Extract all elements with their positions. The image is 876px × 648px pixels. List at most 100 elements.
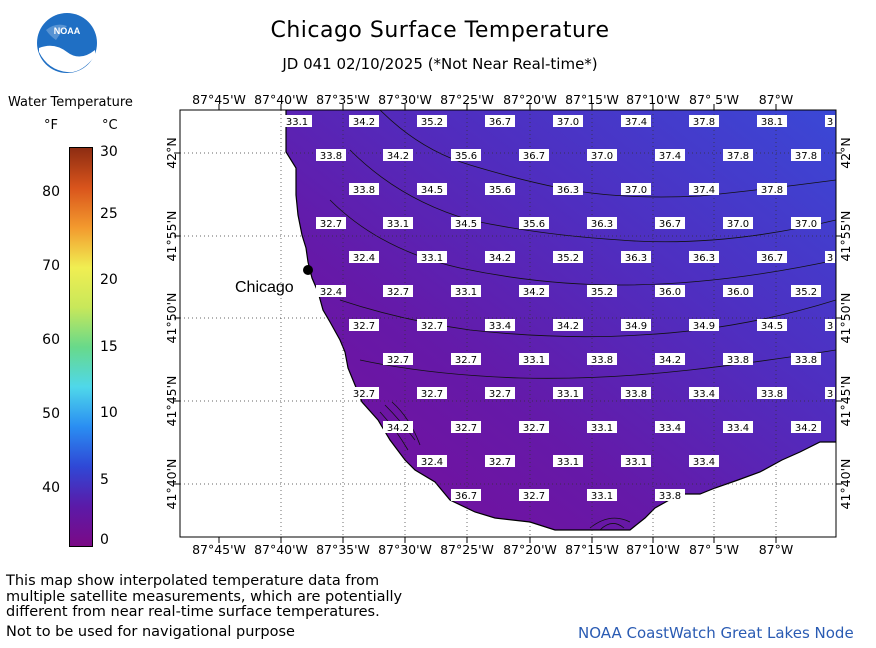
temperature-value: 37.0 [591, 151, 613, 162]
temperature-label-bg [383, 149, 413, 161]
temperature-value: 3 [827, 389, 833, 400]
temperature-label-bg [655, 285, 685, 297]
longitude-label: 87°35'W [316, 542, 370, 557]
temperature-label-bg [791, 149, 821, 161]
latitude-label: 42°N [164, 137, 179, 169]
temperature-value: 34.5 [421, 185, 443, 196]
temperature-value: 34.2 [557, 321, 579, 332]
temperature-label-bg [825, 387, 835, 399]
temperature-label-bg [485, 183, 515, 195]
temperature-label-bg [349, 319, 379, 331]
temperature-label-bg [757, 251, 787, 263]
temperature-label-bg [689, 115, 719, 127]
temperature-label-bg [655, 353, 685, 365]
temperature-value: 34.5 [761, 321, 783, 332]
temperature-value: 34.2 [387, 423, 409, 434]
longitude-label: 87° 5'W [689, 92, 739, 107]
temperature-value: 37.0 [795, 219, 817, 230]
temperature-label-bg [485, 251, 515, 263]
longitude-label: 87°10'W [626, 92, 680, 107]
temperature-label-bg [723, 421, 753, 433]
temperature-label-bg [349, 183, 379, 195]
latitude-label: 41°50'N [164, 293, 179, 344]
temperature-label-bg [451, 489, 481, 501]
temperature-label-bg [587, 217, 617, 229]
temperature-value: 37.0 [625, 185, 647, 196]
c-tick: 30 [100, 144, 118, 160]
temperature-value: 37.0 [727, 219, 749, 230]
temperature-value: 32.7 [421, 321, 443, 332]
f-tick: 50 [42, 406, 60, 422]
f-tick: 60 [42, 332, 60, 348]
temperature-label-bg [519, 217, 549, 229]
temperature-label-bg [655, 149, 685, 161]
temperature-value: 33.8 [795, 355, 817, 366]
temperature-label-bg [519, 149, 549, 161]
longitude-label: 87°10'W [626, 542, 680, 557]
temperature-value: 36.7 [659, 219, 681, 230]
temperature-value: 33.1 [455, 287, 477, 298]
temperature-value: 37.0 [557, 117, 579, 128]
temperature-value: 32.7 [455, 355, 477, 366]
longitude-label: 87°45'W [192, 92, 246, 107]
temperature-label-bg [587, 149, 617, 161]
temperature-value: 36.7 [523, 151, 545, 162]
temperature-value: 32.4 [353, 253, 375, 264]
chicago-marker [303, 265, 313, 275]
temperature-value: 33.8 [727, 355, 749, 366]
temperature-value: 35.2 [421, 117, 443, 128]
c-tick: 0 [100, 532, 109, 548]
temperature-label-bg [383, 353, 413, 365]
temperature-value: 36.7 [761, 253, 783, 264]
longitude-label: 87°20'W [503, 542, 557, 557]
temperature-label-bg [519, 421, 549, 433]
temperature-label-bg [757, 183, 787, 195]
temperature-value: 37.8 [727, 151, 749, 162]
temperature-value: 32.4 [320, 287, 342, 298]
temperature-label-bg [383, 217, 413, 229]
temperature-label-bg [519, 353, 549, 365]
c-tick: 5 [100, 472, 109, 488]
longitude-label: 87°W [759, 92, 794, 107]
temperature-value: 33.4 [489, 321, 511, 332]
temperature-value: 32.4 [421, 457, 443, 468]
temperature-label-bg [757, 319, 787, 331]
contour-line [359, 349, 836, 379]
c-tick: 25 [100, 206, 118, 222]
temperature-label-bg [655, 489, 685, 501]
temperature-value: 33.4 [693, 389, 715, 400]
temperature-value: 33.8 [591, 355, 613, 366]
temperature-value: 36.3 [693, 253, 715, 264]
temperature-label-bg [723, 285, 753, 297]
temperature-labels: 33.1 34.2 35.2 36.7 37.0 37.4 37.8 38.1 3 33.8 34.… [282, 115, 835, 502]
temperature-value: 34.2 [659, 355, 681, 366]
coordinate-labels: 87°45'W 87°45'W 87°40'W 87°40'W 87°35'W 87°35… [164, 92, 853, 557]
page-title: Chicago Surface Temperature [270, 18, 610, 43]
temperature-label-bg [655, 421, 685, 433]
latitude-label: 42°N [838, 137, 853, 169]
navigation-warning: Not to be used for navigational purpose [6, 624, 295, 640]
contour-line [349, 149, 836, 243]
longitude-label: 87°40'W [254, 92, 308, 107]
temperature-value: 33.1 [286, 117, 308, 128]
temperature-label-bg [621, 455, 651, 467]
temperature-label-bg [621, 251, 651, 263]
temperature-value: 36.3 [625, 253, 647, 264]
longitude-label: 87°35'W [316, 92, 370, 107]
temperature-label-bg [485, 387, 515, 399]
temperature-label-bg [757, 387, 787, 399]
longitude-label: 87° 5'W [689, 542, 739, 557]
temperature-label-bg [553, 251, 583, 263]
temperature-value: 37.8 [693, 117, 715, 128]
temperature-color-bar [69, 147, 93, 547]
temperature-label-bg [689, 455, 719, 467]
temperature-value: 36.3 [557, 185, 579, 196]
temperature-value: 37.8 [795, 151, 817, 162]
temperature-label-bg [383, 421, 413, 433]
temperature-label-bg [485, 319, 515, 331]
temperature-value: 33.8 [659, 491, 681, 502]
temperature-label-bg [621, 183, 651, 195]
temperature-value: 33.1 [387, 219, 409, 230]
temperature-label-bg [519, 285, 549, 297]
temperature-value: 33.1 [523, 355, 545, 366]
